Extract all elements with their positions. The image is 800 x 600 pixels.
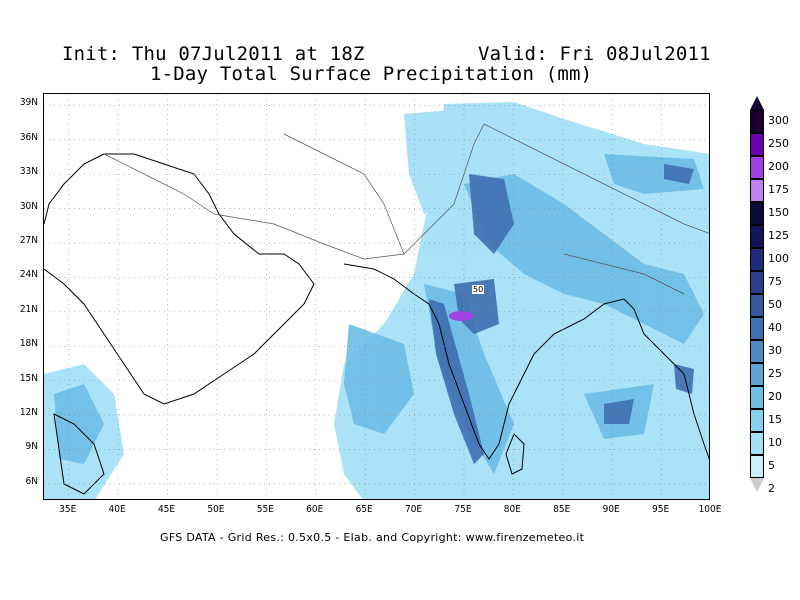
lat-tick-label: 36N bbox=[19, 131, 38, 143]
colorbar-label: 125 bbox=[768, 229, 789, 242]
colorbar-swatch bbox=[750, 156, 764, 179]
lat-tick-label: 24N bbox=[19, 269, 38, 281]
lon-tick-label: 100E bbox=[698, 504, 722, 515]
colorbar-label: 150 bbox=[768, 206, 789, 219]
colorbar-swatch bbox=[750, 363, 764, 386]
colorbar-swatch bbox=[750, 133, 764, 156]
lon-tick-label: 40E bbox=[108, 504, 126, 515]
lon-tick-label: 55E bbox=[256, 504, 274, 515]
lat-tick-label: 30N bbox=[19, 200, 38, 212]
colorbar-label: 250 bbox=[768, 137, 789, 150]
colorbar-label: 30 bbox=[768, 344, 782, 357]
contour-value-label: 50 bbox=[472, 285, 485, 294]
colorbar-label: 100 bbox=[768, 252, 789, 265]
data-credit-footer: GFS DATA - Grid Res.: 0.5x0.5 - Elab. an… bbox=[160, 531, 585, 544]
lat-tick-label: 27N bbox=[19, 235, 38, 247]
colorbar-swatch bbox=[750, 294, 764, 317]
colorbar-swatch bbox=[750, 110, 764, 133]
colorbar-swatch bbox=[750, 271, 764, 294]
colorbar-top-arrow bbox=[750, 96, 764, 110]
init-time-label: Init: Thu 07Jul2011 at 18Z bbox=[62, 43, 365, 65]
colorbar-swatch bbox=[750, 225, 764, 248]
map-gridlines bbox=[44, 94, 709, 499]
lat-tick-label: 39N bbox=[19, 97, 38, 109]
colorbar-swatch bbox=[750, 432, 764, 455]
lon-tick-label: 65E bbox=[355, 504, 373, 515]
colorbar-label: 40 bbox=[768, 321, 782, 334]
precip-field-extreme bbox=[449, 311, 473, 321]
country-borders bbox=[103, 123, 709, 295]
map-title: 1-Day Total Surface Precipitation (mm) bbox=[150, 63, 593, 85]
precip-field-medium bbox=[54, 154, 704, 474]
lat-tick-label: 33N bbox=[19, 166, 38, 178]
lat-tick-label: 9N bbox=[25, 441, 38, 453]
lon-tick-label: 75E bbox=[454, 504, 472, 515]
lat-tick-label: 15N bbox=[19, 372, 38, 384]
colorbar-label: 50 bbox=[768, 298, 782, 311]
colorbar-label: 5 bbox=[768, 459, 775, 472]
colorbar-label: 75 bbox=[768, 275, 782, 288]
colorbar-label: 200 bbox=[768, 160, 789, 173]
colorbar-label: 20 bbox=[768, 390, 782, 403]
lat-tick-label: 12N bbox=[19, 407, 38, 418]
lat-tick-label: 21N bbox=[19, 303, 38, 315]
lon-tick-label: 90E bbox=[602, 504, 620, 515]
colorbar-swatch bbox=[750, 317, 764, 340]
colorbar-swatch bbox=[750, 386, 764, 409]
colorbar-bottom-arrow bbox=[750, 478, 764, 492]
colorbar-label: 300 bbox=[768, 114, 789, 127]
lon-tick-label: 50E bbox=[207, 504, 225, 515]
colorbar-swatch bbox=[750, 455, 764, 478]
colorbar-label: 25 bbox=[768, 367, 782, 380]
colorbar-label: 10 bbox=[768, 436, 782, 449]
map-canvas bbox=[44, 94, 709, 499]
lon-tick-label: 60E bbox=[306, 504, 324, 515]
colorbar-label: 15 bbox=[768, 413, 782, 426]
colorbar-swatch bbox=[750, 409, 764, 432]
colorbar-swatch bbox=[750, 202, 764, 225]
lon-tick-label: 70E bbox=[404, 504, 423, 515]
lon-tick-label: 35E bbox=[59, 504, 77, 515]
colorbar-label: 2 bbox=[768, 482, 775, 495]
colorbar-swatch bbox=[750, 340, 764, 363]
colorbar-swatch bbox=[750, 179, 764, 202]
precipitation-map: 50 bbox=[43, 93, 710, 500]
lat-tick-label: 18N bbox=[19, 338, 38, 350]
lat-tick-label: 6N bbox=[25, 475, 38, 487]
lon-tick-label: 85E bbox=[553, 504, 571, 515]
colorbar-label: 175 bbox=[768, 183, 789, 196]
valid-time-label: Valid: Fri 08Jul2011 bbox=[478, 43, 711, 65]
lon-tick-label: 80E bbox=[503, 504, 521, 515]
lon-tick-label: 95E bbox=[652, 504, 670, 515]
colorbar-swatch bbox=[750, 248, 764, 271]
lon-tick-label: 45E bbox=[157, 504, 176, 515]
